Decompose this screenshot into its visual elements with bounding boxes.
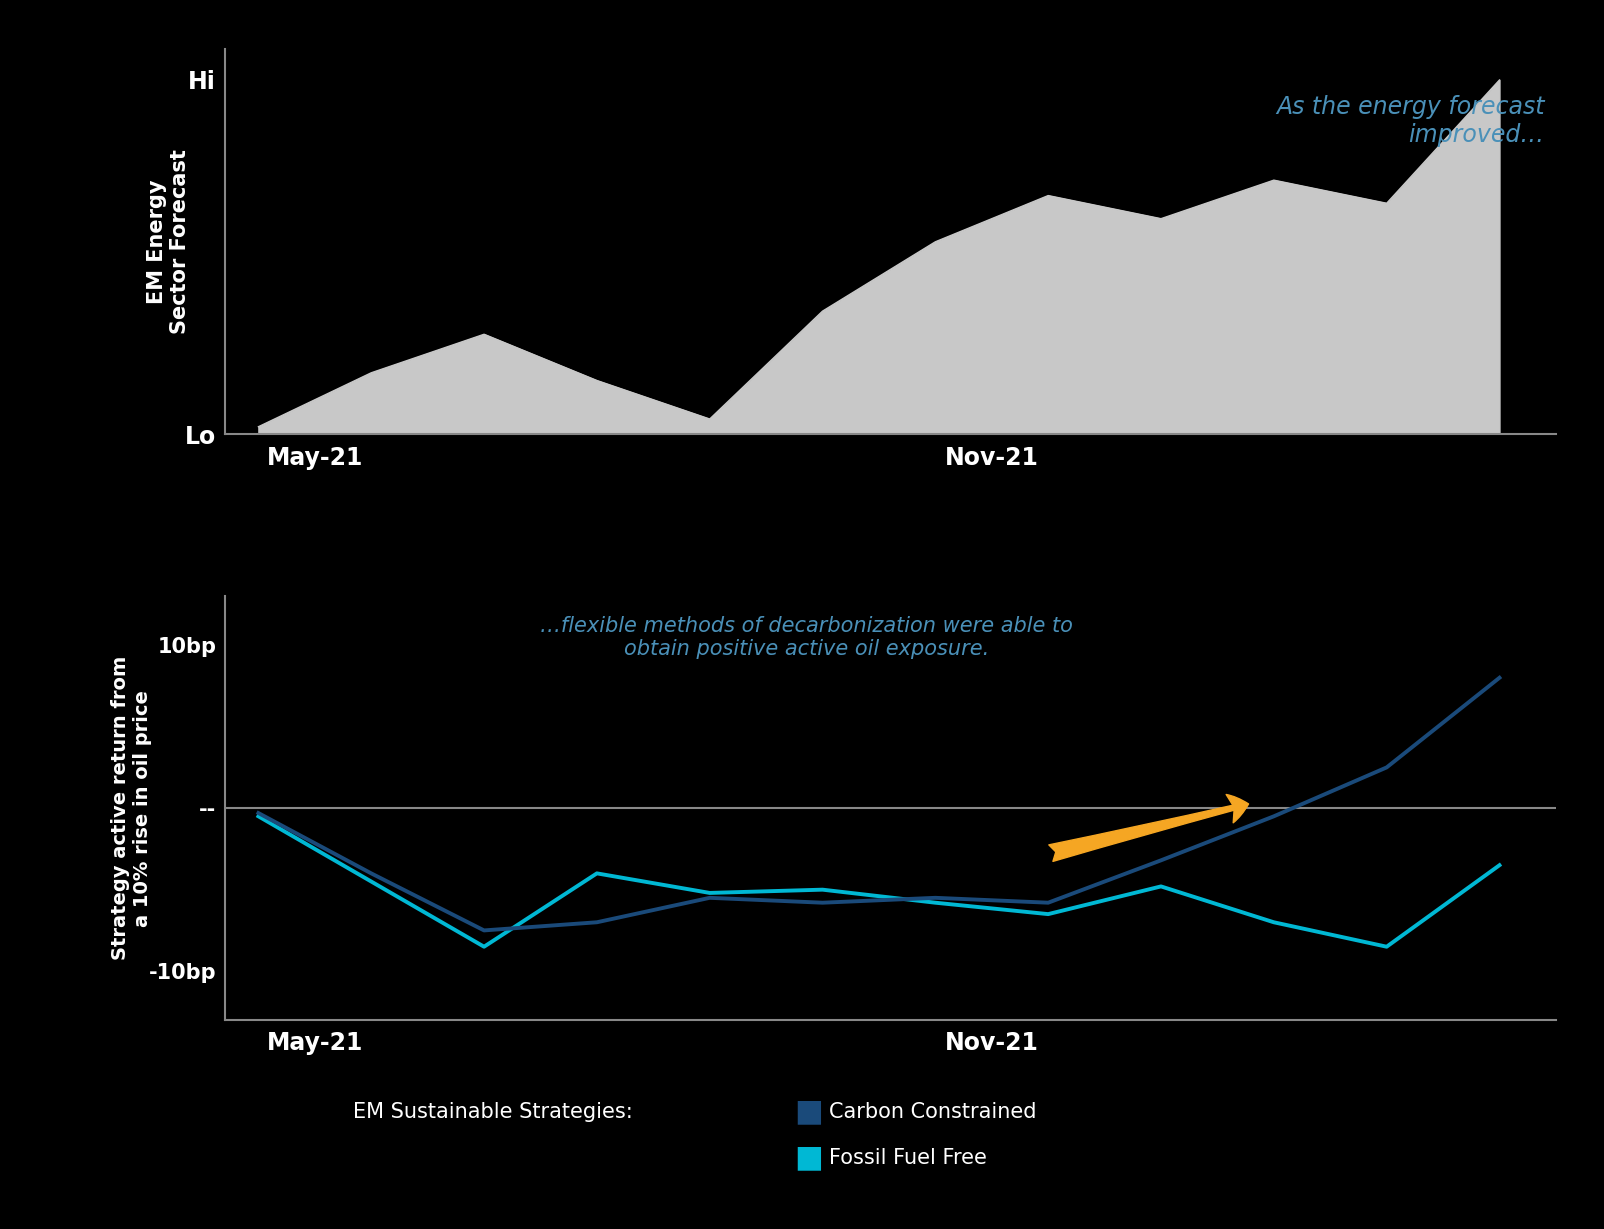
Y-axis label: EM Energy
Sector Forecast: EM Energy Sector Forecast — [146, 150, 189, 334]
Text: …flexible methods of decarbonization were able to
obtain positive active oil exp: …flexible methods of decarbonization wer… — [541, 616, 1073, 659]
Text: Carbon Constrained: Carbon Constrained — [829, 1102, 1036, 1122]
Text: Fossil Fuel Free: Fossil Fuel Free — [829, 1148, 986, 1168]
Text: ■: ■ — [794, 1143, 823, 1172]
Text: EM Sustainable Strategies:: EM Sustainable Strategies: — [353, 1102, 632, 1122]
Text: ■: ■ — [794, 1097, 823, 1127]
Y-axis label: Strategy active return from
a 10% rise in oil price: Strategy active return from a 10% rise i… — [111, 656, 152, 960]
Text: As the energy forecast
improved…: As the energy forecast improved… — [1277, 96, 1545, 147]
